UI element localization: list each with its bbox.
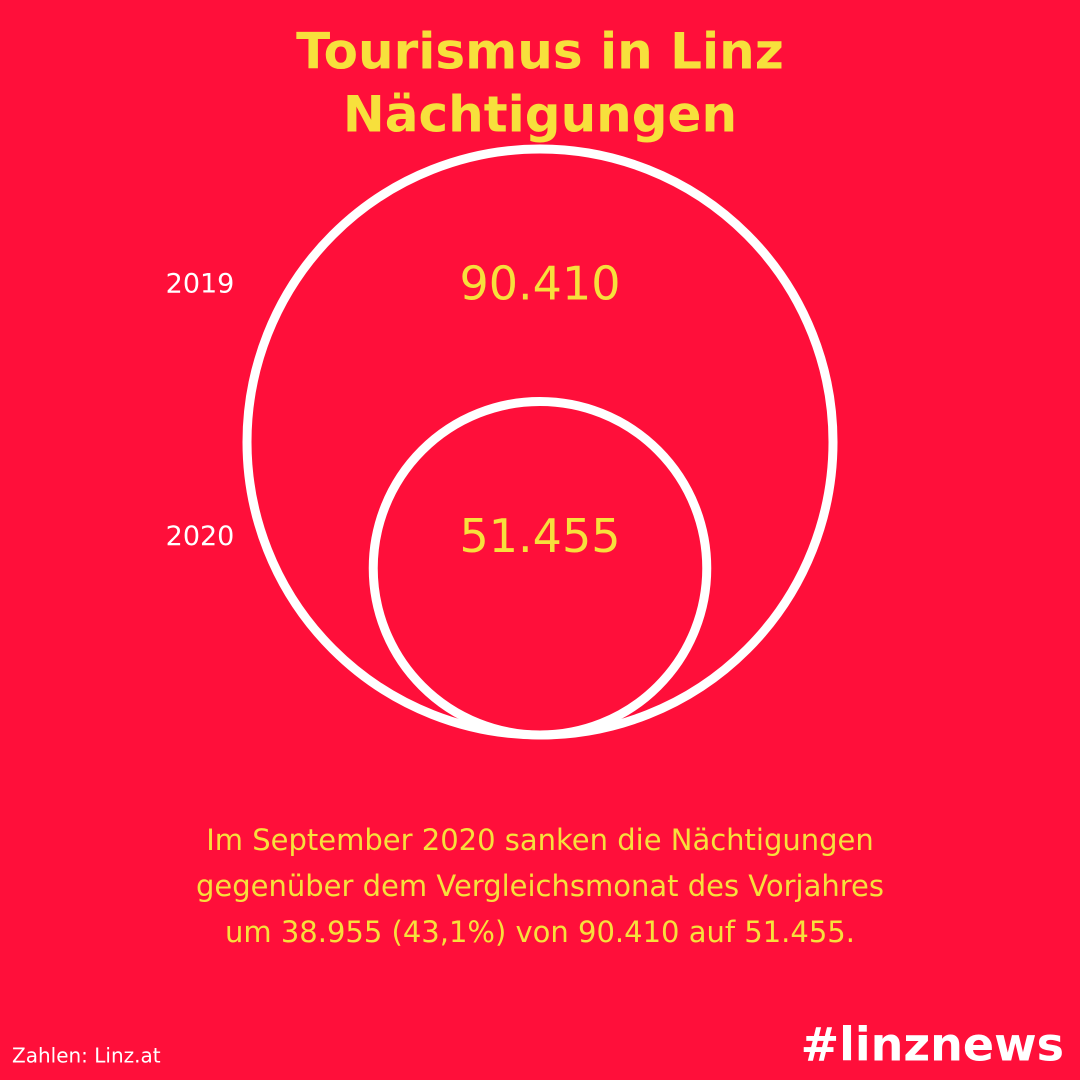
source: Zahlen: Linz.at	[12, 1044, 161, 1068]
hashtag: #linznews	[801, 1018, 1064, 1072]
value-label: 90.410	[460, 257, 621, 311]
bubble	[368, 396, 712, 740]
category-label: 2020	[166, 521, 235, 552]
annotation: um 38.955 (43,1%) von 90.410 auf 51.455.	[225, 915, 855, 949]
chart-title: Tourismus in Linz	[296, 23, 784, 81]
value-label: 51.455	[460, 509, 621, 563]
annotation: Im September 2020 sanken die Nächtigunge…	[206, 823, 874, 857]
category-label: 2019	[166, 269, 235, 300]
annotation: gegenüber dem Vergleichsmonat des Vorjah…	[196, 869, 884, 903]
chart-subtitle: Nächtigungen	[343, 86, 737, 144]
